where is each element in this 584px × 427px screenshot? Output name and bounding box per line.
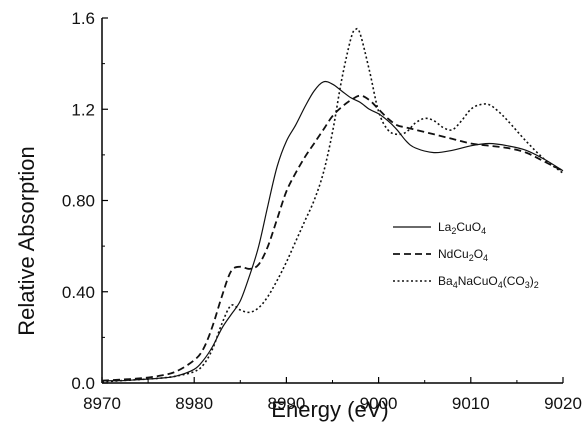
legend: La2CuO4 NdCu2O4 Ba4NaCuO4(CO3)2 [393,220,539,290]
y-tick-label: 0.40 [62,283,95,302]
series-layer [101,27,564,383]
series-line-0 [101,80,564,382]
y-tick-label: 1.6 [71,9,95,28]
legend-label-1: NdCu2O4 [438,247,488,263]
axis-ticks: 8970 8980 8990 9000 9010 9020 0.0 0.40 0.80 1.2 1.… [62,9,582,413]
series-line-2 [101,27,564,383]
x-tick-label: 8990 [267,394,305,413]
legend-label-0: La2CuO4 [438,220,486,236]
plot-axes [101,18,563,384]
y-tick-label: 0.0 [71,374,95,393]
y-tick-label: 0.80 [62,192,95,211]
x-tick-label: 9000 [360,394,398,413]
y-axis-title: Relative Absorption [14,146,39,336]
x-tick-label: 9010 [452,394,490,413]
x-tick-label: 9020 [544,394,582,413]
x-tick-label: 8970 [83,394,121,413]
x-tick-label: 8980 [175,394,213,413]
legend-label-2: Ba4NaCuO4(CO3)2 [438,274,539,290]
x-axis-title: Energy (eV) [271,397,388,422]
y-tick-label: 1.2 [71,100,95,119]
series-line-1 [101,94,564,382]
